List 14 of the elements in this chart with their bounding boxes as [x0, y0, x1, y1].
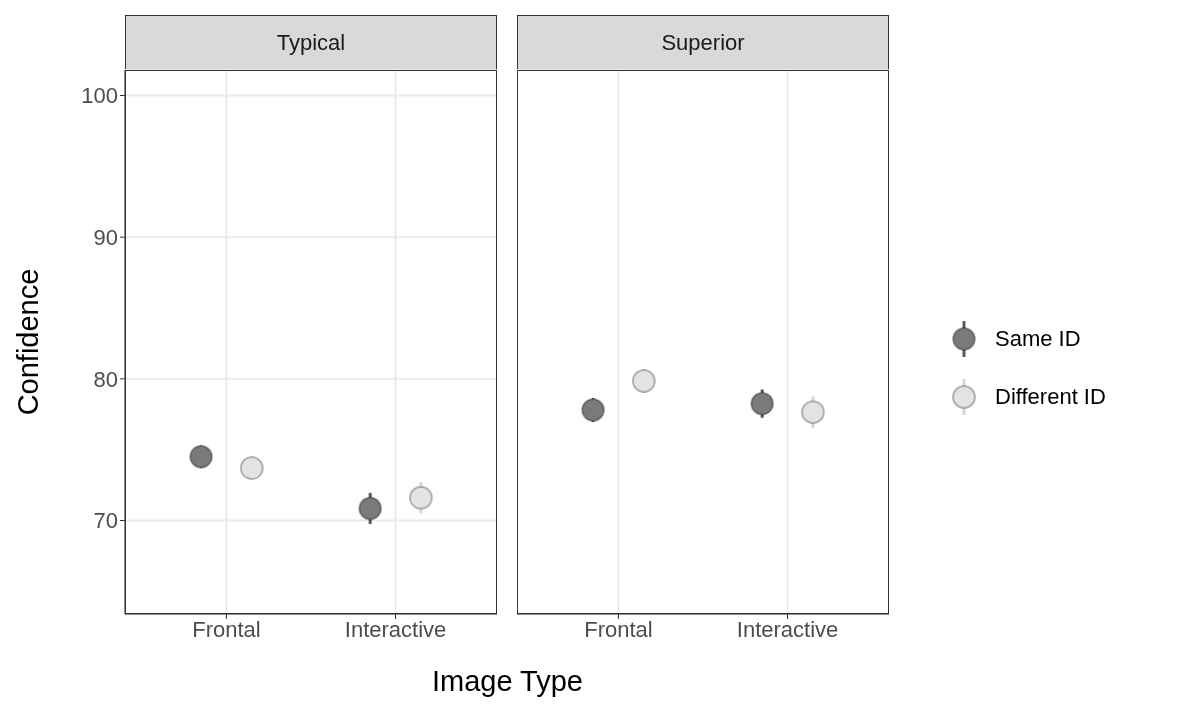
- y-tick-label: 100: [81, 83, 118, 109]
- y-tick-label: 90: [93, 224, 118, 250]
- x-tick-label: Frontal: [584, 616, 653, 642]
- legend-label: Same ID: [995, 326, 1081, 352]
- y-tick-label: 80: [93, 366, 118, 392]
- x-axis-title: Image Type: [431, 665, 584, 698]
- x-tick-label: Frontal: [192, 616, 261, 642]
- x-tick-label: Interactive: [736, 616, 839, 642]
- y-tick-label: 70: [93, 508, 118, 534]
- chart-title: Typical: [276, 29, 346, 56]
- x-tick-label: Interactive: [344, 616, 447, 642]
- chart-title: Superior: [661, 29, 745, 56]
- legend-label: Different ID: [995, 384, 1106, 410]
- y-axis-title: Confidence: [11, 268, 45, 416]
